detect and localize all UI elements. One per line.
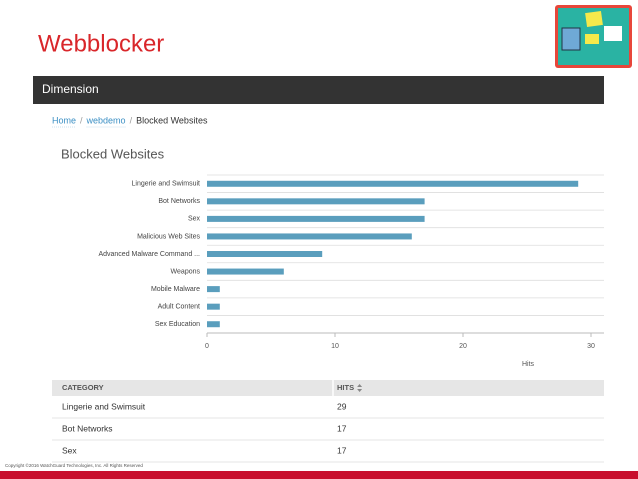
bar xyxy=(207,198,425,205)
x-tick-label: 30 xyxy=(587,343,595,350)
x-axis-label: Hits xyxy=(522,361,535,368)
breadcrumb-separator: / xyxy=(130,115,133,125)
breadcrumb-link[interactable]: webdemo xyxy=(86,115,126,125)
sort-icon xyxy=(357,384,363,392)
column-header: CATEGORY xyxy=(62,383,104,392)
x-tick-label: 0 xyxy=(205,343,209,350)
cell-category: Bot Networks xyxy=(62,423,113,433)
y-tick-label: Advanced Malware Command ... xyxy=(98,251,200,258)
copyright: Copyright ©2016 WatchGuard Technologies,… xyxy=(5,462,143,468)
note-paper xyxy=(604,26,622,41)
y-tick-label: Mobile Malware xyxy=(151,286,200,293)
footer-bar xyxy=(0,471,638,479)
chart-title: Blocked Websites xyxy=(61,146,165,161)
cell-hits: 17 xyxy=(337,423,347,433)
illustration xyxy=(555,5,632,68)
bar xyxy=(207,321,220,328)
monitor xyxy=(561,27,581,51)
bar xyxy=(207,215,425,222)
y-tick-label: Bot Networks xyxy=(158,198,200,205)
bar xyxy=(207,251,323,257)
bar xyxy=(207,180,579,187)
y-tick-label: Sex Education xyxy=(155,321,200,328)
sticky-note xyxy=(585,34,599,44)
bar xyxy=(207,233,412,240)
sticky-note xyxy=(585,10,603,28)
breadcrumb-current: Blocked Websites xyxy=(136,115,208,125)
x-tick-label: 20 xyxy=(459,343,467,350)
slide-title: Webblocker xyxy=(38,30,164,57)
cell-hits: 29 xyxy=(337,401,347,411)
cell-hits: 17 xyxy=(337,445,347,455)
y-tick-label: Sex xyxy=(188,216,201,223)
y-tick-label: Weapons xyxy=(171,268,201,275)
bar xyxy=(207,286,220,293)
table-header xyxy=(52,380,604,396)
bar xyxy=(207,303,220,310)
breadcrumb-separator: / xyxy=(80,115,83,125)
chart: Lingerie and Swimsuit Bot Networks Sex Mali… xyxy=(98,174,604,368)
y-tick-label: Malicious Web Sites xyxy=(137,233,200,240)
column-header: HITS xyxy=(337,383,354,392)
nav-title: Dimension xyxy=(42,82,99,96)
nav-bar xyxy=(33,76,604,104)
cell-category: Sex xyxy=(62,445,77,455)
cell-category: Lingerie and Swimsuit xyxy=(62,401,146,411)
bar xyxy=(207,268,284,275)
table: CATEGORY HITS Lingerie and Swimsuit 29 Bot N… xyxy=(52,380,604,463)
y-tick-label: Adult Content xyxy=(158,304,200,311)
x-tick-label: 10 xyxy=(331,343,339,350)
breadcrumb-link[interactable]: Home xyxy=(52,115,76,125)
y-tick-label: Lingerie and Swimsuit xyxy=(132,181,201,188)
breadcrumb: Home / webdemo / Blocked Websites xyxy=(52,115,208,128)
